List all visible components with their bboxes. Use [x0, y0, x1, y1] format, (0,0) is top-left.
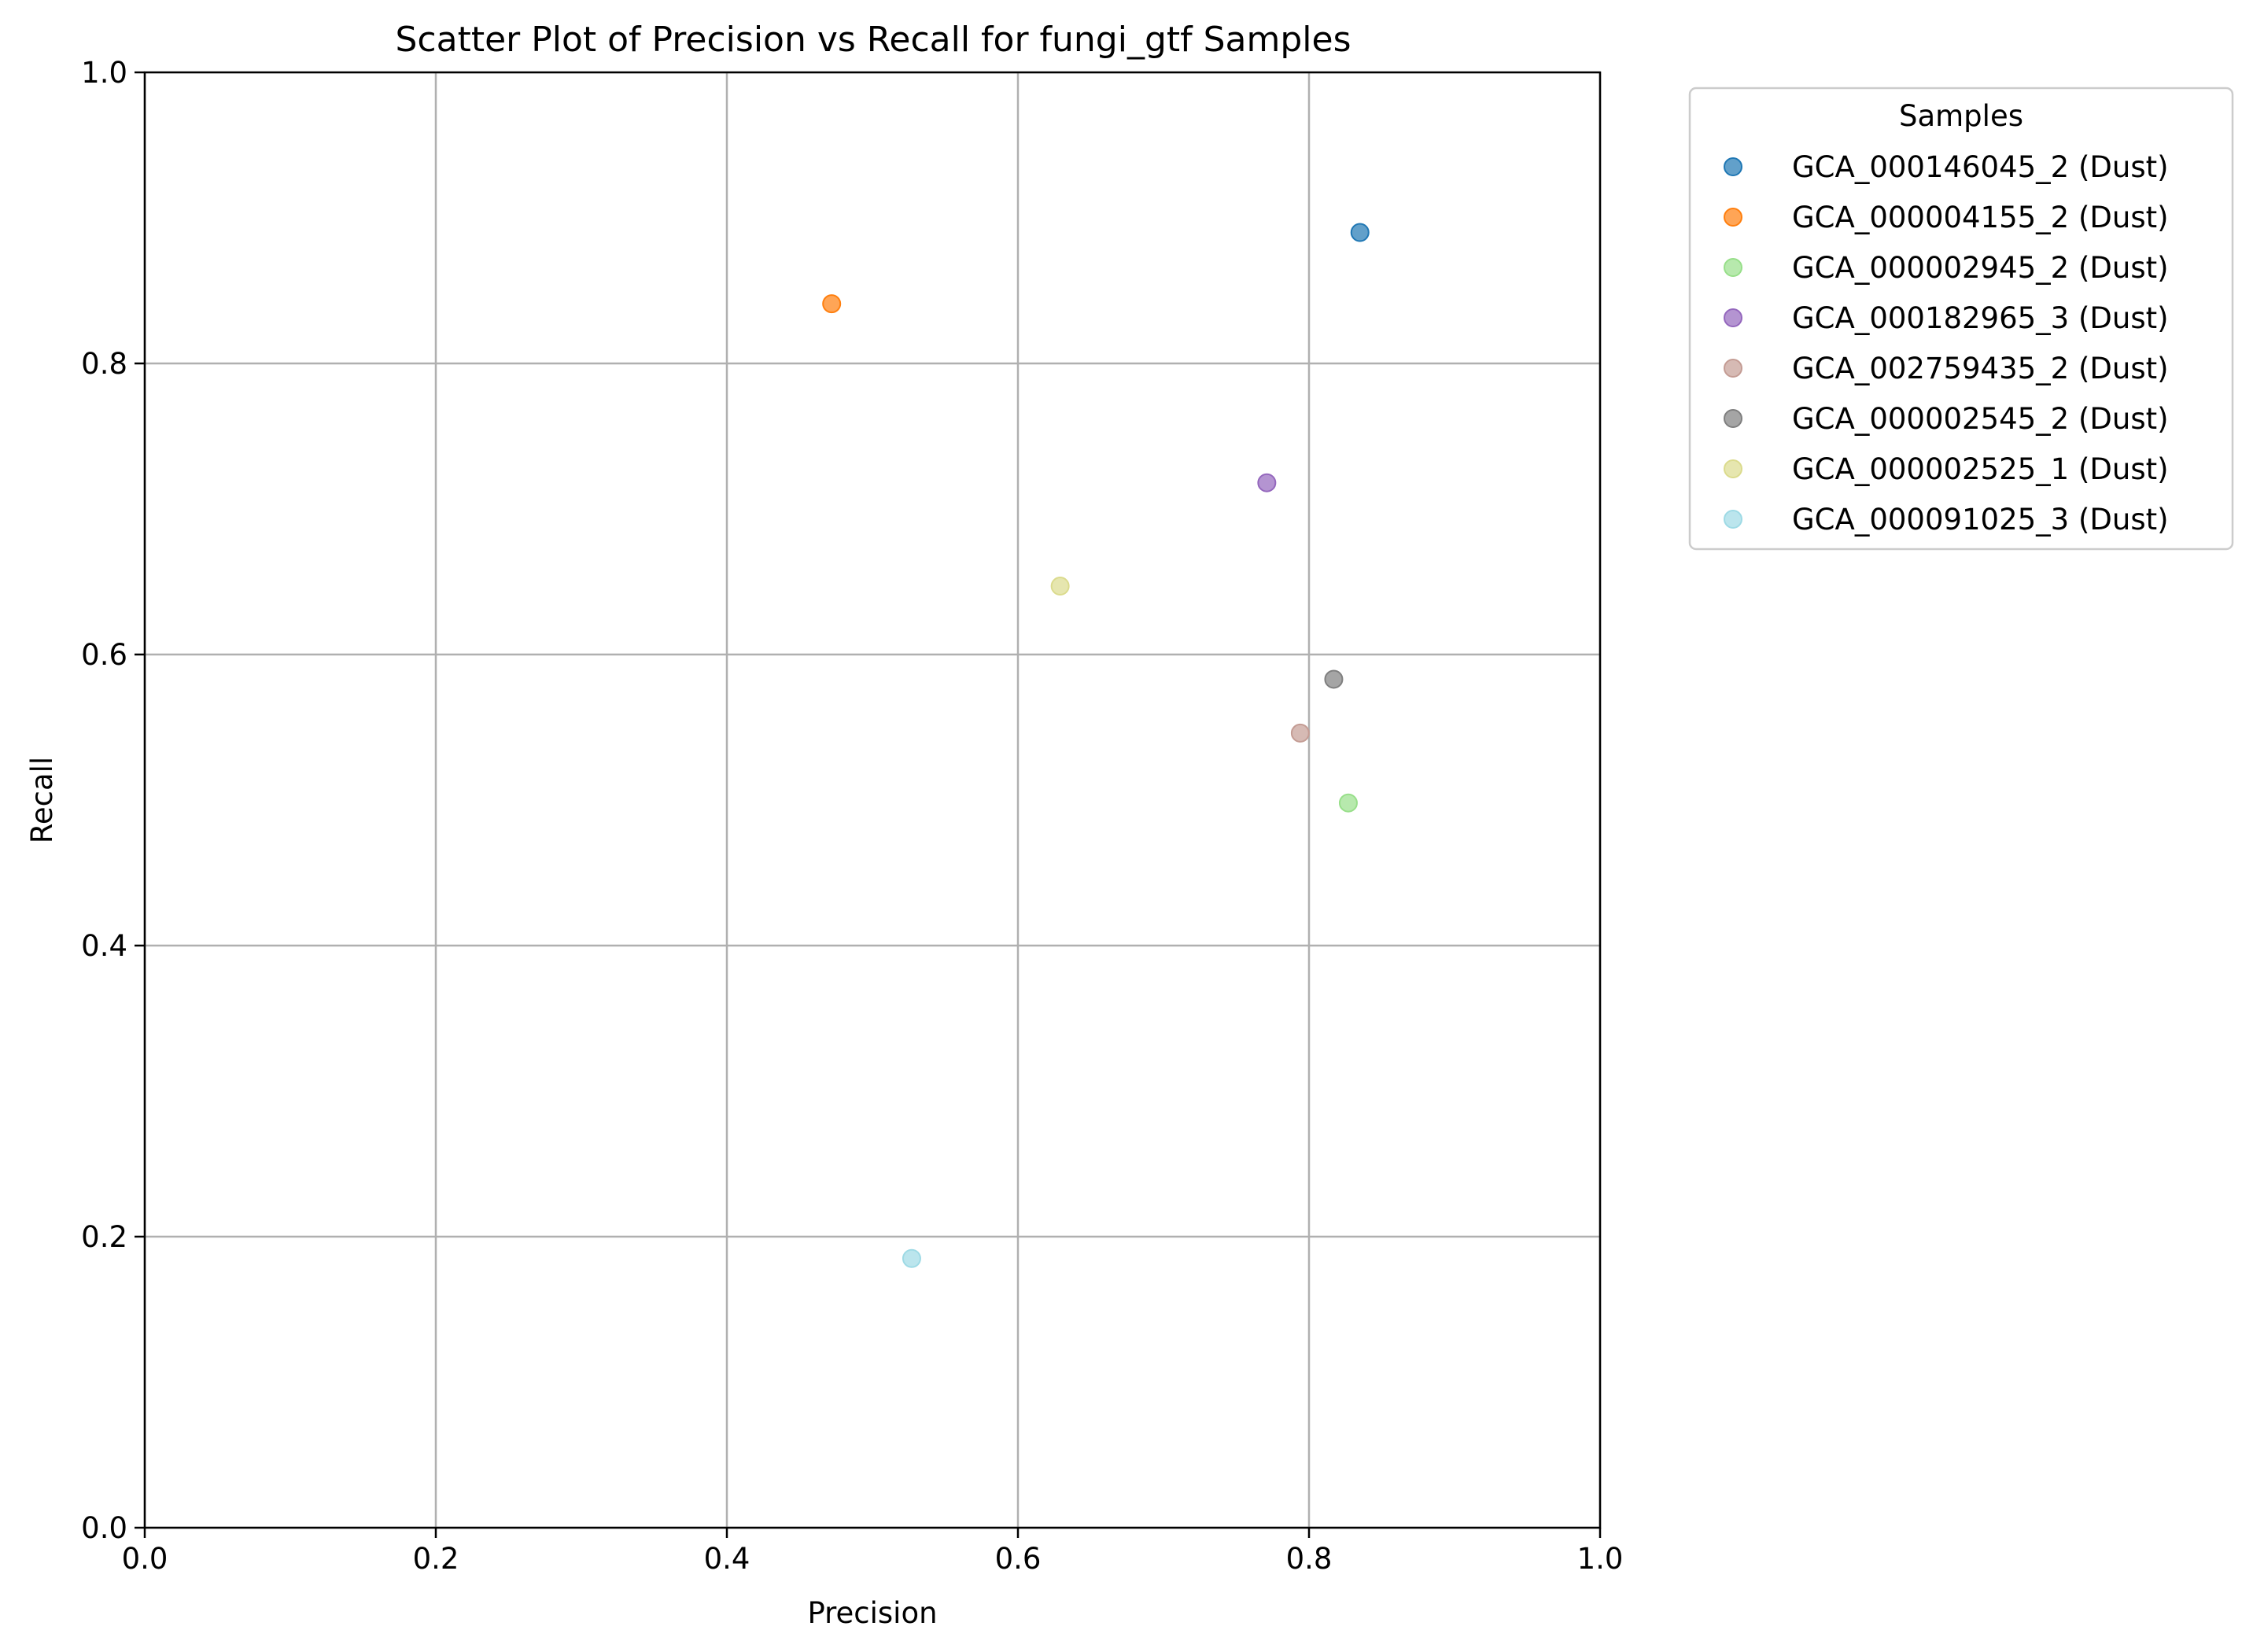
data-point — [1290, 723, 1310, 743]
legend-label: GCA_002759435_2 (Dust) — [1792, 352, 2169, 385]
x-tick-label: 0.2 — [413, 1542, 459, 1576]
data-point — [1324, 669, 1344, 689]
y-tick-label: 0.8 — [81, 347, 127, 381]
legend-marker — [1724, 258, 1742, 277]
grid-lines — [143, 71, 1602, 1529]
legend: Samples GCA_000146045_2 (Dust) GCA_000004… — [1688, 87, 2234, 551]
chart-title: Scatter Plot of Precision vs Recall for … — [395, 20, 1351, 60]
data-point — [902, 1248, 921, 1268]
x-tick-label: 1.0 — [1577, 1542, 1624, 1576]
data-point — [1338, 793, 1358, 813]
legend-title: Samples — [1899, 99, 2023, 133]
legend-label: GCA_000004155_2 (Dust) — [1792, 201, 2169, 234]
legend-marker — [1724, 308, 1742, 327]
y-tick-label: 0.4 — [81, 929, 127, 963]
x-tick-label: 0.4 — [704, 1542, 750, 1576]
legend-marker — [1724, 459, 1742, 478]
legend-label: GCA_000146045_2 (Dust) — [1792, 150, 2169, 184]
x-tick-label: 0.6 — [995, 1542, 1042, 1576]
y-tick-label: 0.6 — [81, 638, 127, 672]
data-point — [1050, 577, 1070, 596]
y-tick-label: 0.0 — [81, 1511, 127, 1545]
y-tick-label: 1.0 — [81, 56, 127, 90]
legend-label: GCA_000182965_3 (Dust) — [1792, 301, 2169, 335]
legend-marker — [1724, 409, 1742, 428]
legend-label: GCA_000002525_1 (Dust) — [1792, 452, 2169, 486]
legend-marker — [1724, 510, 1742, 529]
y-axis-ticks: 0.0 0.2 0.4 0.6 0.8 1.0 — [81, 56, 145, 1545]
data-point — [822, 294, 842, 314]
x-tick-label: 0.0 — [122, 1542, 168, 1576]
legend-items: GCA_000146045_2 (Dust) GCA_000004155_2 (D… — [1724, 150, 2169, 537]
legend-label: GCA_000002545_2 (Dust) — [1792, 402, 2169, 436]
x-tick-label: 0.8 — [1286, 1542, 1333, 1576]
legend-label: GCA_000002945_2 (Dust) — [1792, 251, 2169, 285]
y-tick-label: 0.2 — [81, 1220, 127, 1254]
plot-area-frame — [143, 71, 1602, 1529]
legend-marker — [1724, 359, 1742, 378]
data-points — [822, 223, 1370, 1268]
legend-label: GCA_000091025_3 (Dust) — [1792, 503, 2169, 537]
legend-marker — [1724, 157, 1742, 176]
data-point — [1350, 223, 1370, 242]
data-point — [1257, 473, 1277, 492]
x-axis-label: Precision — [807, 1596, 937, 1630]
y-axis-label: Recall — [25, 757, 59, 843]
x-axis-ticks: 0.0 0.2 0.4 0.6 0.8 1.0 — [122, 1528, 1624, 1576]
legend-frame — [1688, 87, 2234, 551]
legend-marker — [1724, 208, 1742, 227]
